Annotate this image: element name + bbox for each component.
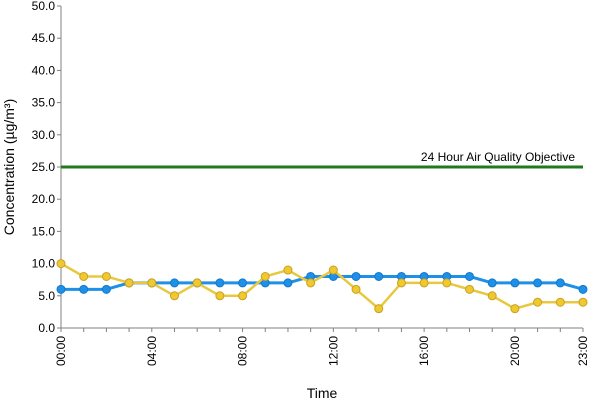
data-point — [238, 291, 248, 301]
data-point — [555, 297, 565, 307]
data-point — [101, 284, 111, 294]
data-point — [215, 291, 225, 301]
data-point — [510, 278, 520, 288]
data-point — [147, 278, 157, 288]
data-point — [510, 304, 520, 314]
reference-line-group: 24 Hour Air Quality Objective — [61, 150, 583, 169]
data-point — [487, 278, 497, 288]
data-point — [260, 271, 270, 281]
y-tick-label: 25.0 — [32, 160, 56, 174]
data-point — [351, 271, 361, 281]
data-point — [351, 284, 361, 294]
y-tick-label: 10.0 — [32, 257, 56, 271]
data-point — [578, 284, 588, 294]
series-line — [60, 262, 583, 310]
x-tick-label: 08:00 — [236, 336, 250, 366]
data-point — [169, 291, 179, 301]
data-point — [555, 278, 565, 288]
x-tick-label: 23:00 — [576, 336, 590, 366]
data-point — [374, 271, 384, 281]
data-point — [533, 278, 543, 288]
x-tick-label: 16:00 — [417, 336, 431, 366]
x-axis-title: Time — [307, 385, 338, 400]
y-tick-label: 15.0 — [32, 224, 56, 238]
data-point — [374, 304, 384, 314]
x-ticks: 00:00 04:00 08:00 12:00 16:00 20:00 23:00 — [54, 328, 590, 366]
data-point — [487, 291, 497, 301]
data-point — [442, 278, 452, 288]
x-tick-label: 00:00 — [54, 336, 68, 366]
y-tick-label: 35.0 — [32, 96, 56, 110]
data-point — [79, 271, 89, 281]
data-point — [419, 278, 429, 288]
data-point — [238, 278, 248, 288]
x-tick-label: 20:00 — [508, 336, 522, 366]
y-axis-title: Concentration (µg/m³) — [1, 99, 17, 235]
y-tick-label: 50.0 — [32, 0, 56, 13]
data-point — [56, 284, 66, 294]
y-ticks: 0.0 5.0 10.0 15.0 20.0 25.0 30.0 35.0 40.0 45.0 50… — [32, 0, 61, 335]
data-point — [215, 278, 225, 288]
series-group — [56, 259, 588, 314]
data-point — [465, 271, 475, 281]
y-tick-label: 45.0 — [32, 31, 56, 45]
x-tick-label: 04:00 — [145, 336, 159, 366]
data-point — [169, 278, 179, 288]
data-point — [328, 265, 338, 275]
y-tick-label: 0.0 — [38, 321, 55, 335]
y-tick-label: 20.0 — [32, 192, 56, 206]
y-tick-label: 5.0 — [38, 289, 55, 303]
data-point — [533, 297, 543, 307]
y-tick-label: 40.0 — [32, 63, 56, 77]
data-point — [124, 278, 134, 288]
data-point — [79, 284, 89, 294]
data-point — [101, 271, 111, 281]
data-point — [192, 278, 202, 288]
data-point — [465, 284, 475, 294]
data-point — [396, 278, 406, 288]
series-1 — [56, 259, 588, 314]
data-point — [283, 278, 293, 288]
reference-line-label: 24 Hour Air Quality Objective — [421, 150, 575, 164]
data-point — [283, 265, 293, 275]
data-point — [56, 259, 66, 269]
data-point — [578, 297, 588, 307]
x-tick-label: 12:00 — [326, 336, 340, 366]
y-tick-label: 30.0 — [32, 128, 56, 142]
data-point — [306, 278, 316, 288]
